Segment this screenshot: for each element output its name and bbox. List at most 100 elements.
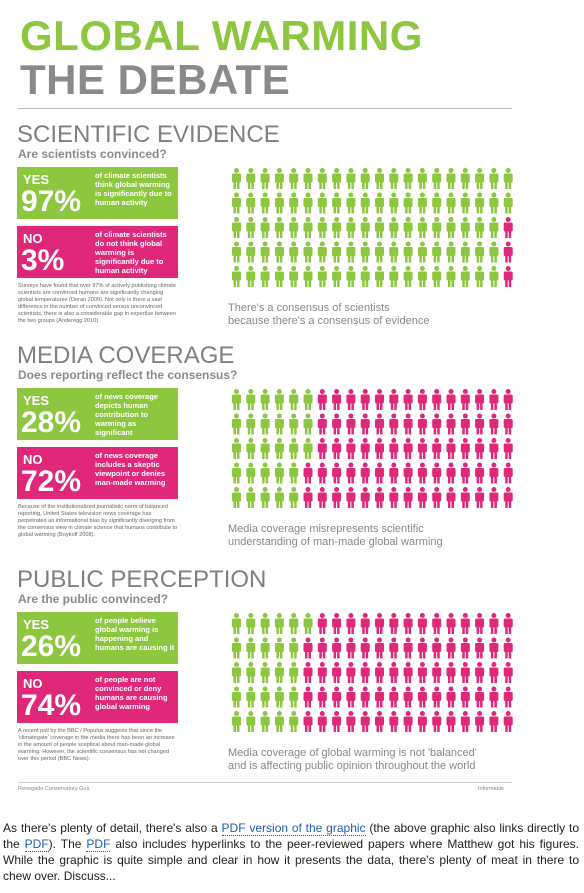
person-head <box>362 662 368 667</box>
person-leg <box>362 181 365 189</box>
person-leg <box>247 451 251 459</box>
person-body <box>417 667 427 677</box>
person-head <box>276 192 282 198</box>
person-leg <box>408 650 412 659</box>
person-icon <box>446 637 456 659</box>
link[interactable]: PDF version of the graphic <box>221 821 366 836</box>
person-head <box>262 662 268 667</box>
person-icon <box>446 686 456 708</box>
person-icon <box>303 462 313 484</box>
person-icon <box>503 241 513 263</box>
person-icon <box>446 662 456 683</box>
person-leg <box>265 451 269 459</box>
person-leg <box>333 724 337 732</box>
person-leg <box>390 254 394 263</box>
person-leg <box>247 650 251 659</box>
person-icon <box>232 438 241 459</box>
person-body <box>475 492 485 502</box>
person-head <box>276 711 282 716</box>
person-body <box>303 198 313 207</box>
person-head <box>348 686 354 692</box>
person-body <box>274 716 284 726</box>
person-icon <box>360 241 370 263</box>
person-body <box>246 247 256 256</box>
person-leg <box>505 500 508 508</box>
person-leg <box>347 500 351 508</box>
person-leg <box>437 205 440 214</box>
person-icon <box>346 686 356 708</box>
person-body <box>489 443 499 453</box>
person-leg <box>233 279 236 287</box>
person-head <box>462 613 468 618</box>
person-leg <box>319 402 322 410</box>
person-icon <box>360 438 370 459</box>
person-leg <box>448 230 451 238</box>
person-leg <box>322 626 326 634</box>
person-leg <box>419 254 422 263</box>
person-icon <box>503 487 513 508</box>
person-body <box>432 443 442 453</box>
link[interactable]: PDF <box>24 837 49 852</box>
person-icon <box>460 686 470 708</box>
person-icon <box>432 487 442 508</box>
person-leg <box>422 475 426 484</box>
person-leg <box>465 181 469 189</box>
link[interactable]: PDF <box>86 837 111 852</box>
yes-label: YES <box>23 617 50 632</box>
person-head <box>362 613 368 618</box>
person-leg <box>233 254 236 263</box>
person-body <box>403 198 413 207</box>
person-leg <box>490 230 494 238</box>
person-leg <box>365 500 369 508</box>
person-leg <box>347 626 351 634</box>
person-icon <box>375 462 384 484</box>
person-leg <box>405 650 408 659</box>
person-head <box>362 711 368 716</box>
person-head <box>334 413 340 419</box>
person-leg <box>465 724 469 732</box>
person-body <box>432 198 442 207</box>
person-leg <box>405 402 408 410</box>
person-head <box>319 613 325 618</box>
person-leg <box>422 626 426 634</box>
person-head <box>477 413 483 419</box>
person-icon <box>332 241 342 263</box>
person-leg <box>365 475 369 484</box>
person-head <box>348 241 354 247</box>
person-leg <box>433 451 437 459</box>
person-icon <box>375 637 384 659</box>
person-leg <box>333 675 337 683</box>
person-head <box>419 613 425 618</box>
person-leg <box>394 475 397 484</box>
person-leg <box>290 230 294 238</box>
person-icon <box>232 613 241 634</box>
person-leg <box>419 426 422 435</box>
person-head <box>248 711 254 716</box>
person-leg <box>376 699 379 708</box>
person-leg <box>422 500 426 508</box>
person-leg <box>422 451 426 459</box>
person-head <box>291 686 297 692</box>
person-leg <box>276 205 279 214</box>
person-icon <box>274 438 284 459</box>
person-leg <box>394 181 397 189</box>
person-head <box>319 168 325 173</box>
person-leg <box>362 254 365 263</box>
person-body <box>432 222 442 232</box>
person-body <box>489 716 499 726</box>
person-icon <box>432 711 442 732</box>
person-leg <box>490 500 494 508</box>
person-head <box>291 168 297 173</box>
person-head <box>262 686 268 692</box>
person-leg <box>380 205 383 214</box>
person-icon <box>375 217 384 238</box>
person-icon <box>260 413 270 435</box>
person-leg <box>376 475 379 484</box>
person-leg <box>505 451 508 459</box>
person-leg <box>508 650 512 659</box>
person-body <box>332 716 342 726</box>
person-head <box>348 192 354 198</box>
person-leg <box>237 650 240 659</box>
person-head <box>419 711 425 716</box>
person-leg <box>347 279 351 287</box>
